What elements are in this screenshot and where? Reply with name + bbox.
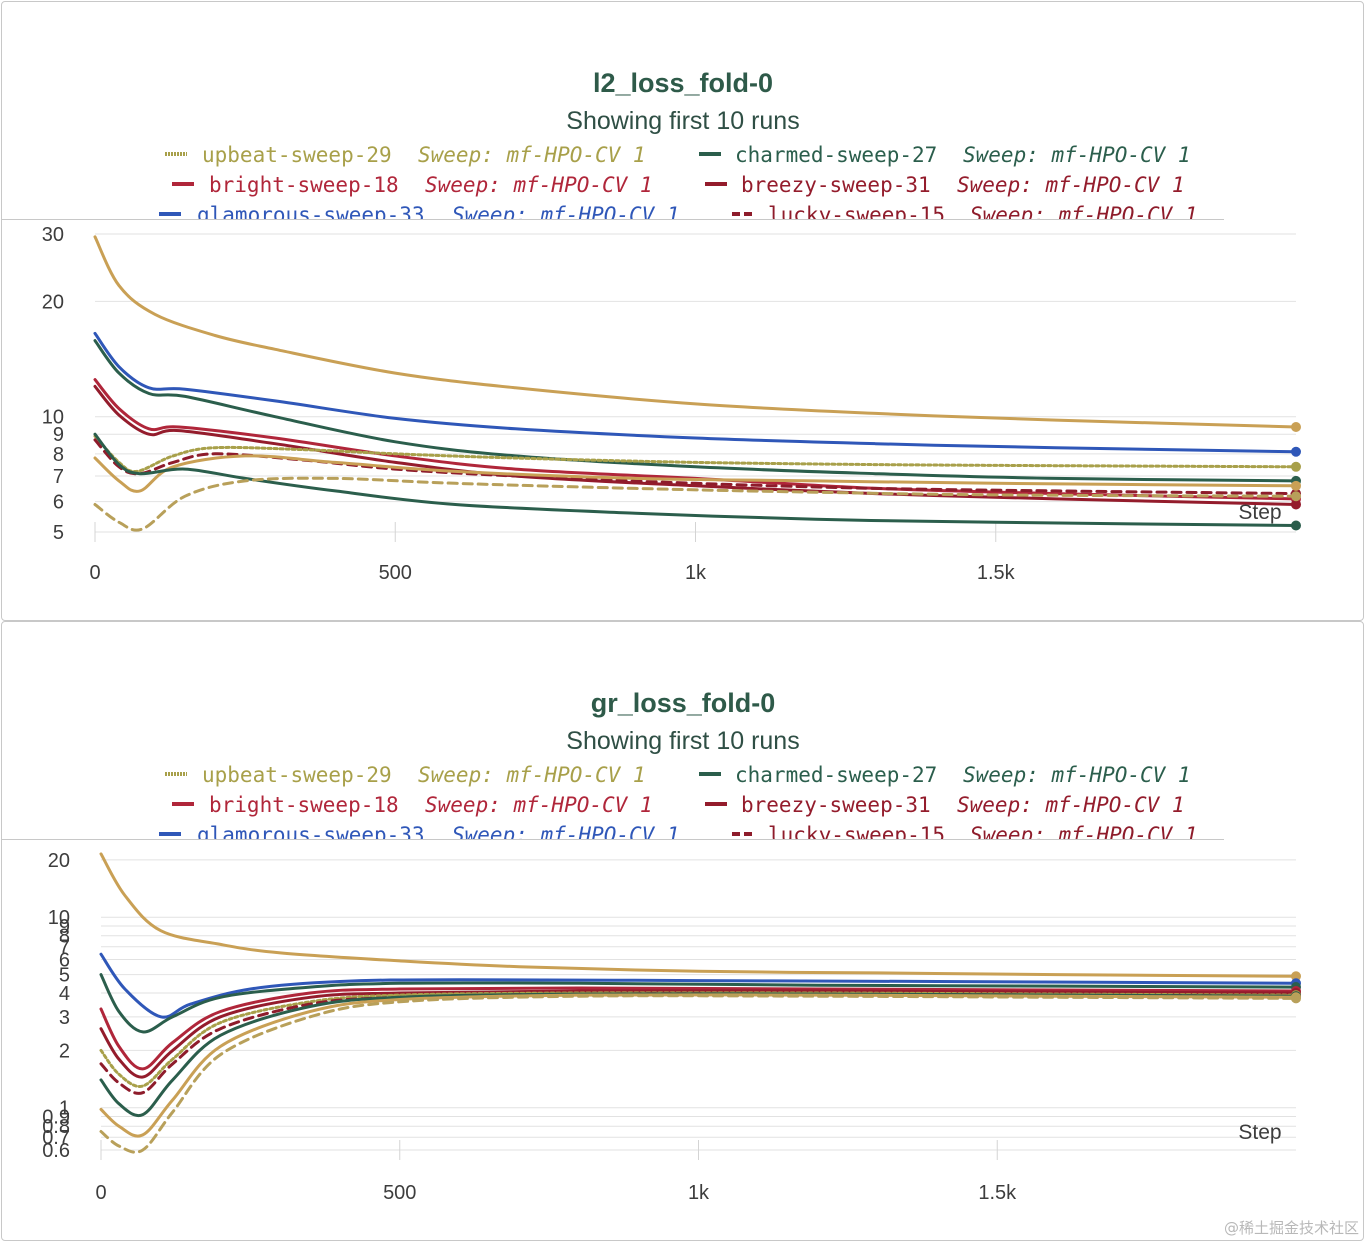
series-line[interactable] — [93, 454, 1298, 493]
y-tick-label: 8 — [53, 444, 64, 466]
y-tick-label: 4 — [59, 983, 70, 1005]
legend-run-name: charmed-sweep-27 — [735, 143, 937, 167]
series-line[interactable] — [99, 991, 1298, 1088]
x-axis-label: Step — [1238, 1121, 1281, 1144]
x-tick-label: 500 — [383, 1182, 416, 1204]
series-line[interactable] — [99, 992, 1298, 1095]
chart-title: gr_loss_fold-0 — [591, 688, 776, 718]
legend-sweep-label: Sweep: mf-HPO-CV 1 — [957, 173, 1185, 197]
legend-item[interactable]: bright-sweep-18 Sweep: mf-HPO-CV 1 — [172, 793, 653, 817]
series-endpoint[interactable] — [1291, 480, 1301, 491]
legend-run-name: breezy-sweep-31 — [741, 173, 931, 197]
x-tick-label: 1k — [685, 562, 707, 584]
legend-sweep-label: Sweep: mf-HPO-CV 1 — [418, 143, 646, 167]
series-line[interactable] — [93, 378, 1298, 501]
x-tick-label: 1.5k — [978, 1182, 1017, 1204]
series-endpoint[interactable] — [1291, 499, 1301, 510]
series-line[interactable] — [99, 986, 1298, 1071]
series-endpoint[interactable] — [1291, 446, 1301, 457]
gr-loss-chart: gr_loss_fold-0 Showing first 10 runs upbea… — [2, 688, 1301, 1204]
y-tick-label: 0.8 — [42, 1116, 70, 1138]
y-tick-label: 6 — [59, 949, 70, 971]
legend-run-name: upbeat-sweep-29 — [202, 143, 392, 167]
y-tick-label: 0.7 — [42, 1127, 70, 1149]
series-line[interactable] — [99, 992, 1298, 1118]
series-line[interactable] — [93, 434, 1298, 474]
series-endpoint[interactable] — [1291, 422, 1301, 433]
y-tick-label: 8 — [59, 926, 70, 948]
y-tick-label: 30 — [42, 224, 64, 246]
legend-sweep-label: Sweep: mf-HPO-CV 1 — [963, 763, 1191, 787]
y-tick-label: 2 — [59, 1040, 70, 1062]
x-axis-label: Step — [1238, 501, 1281, 524]
x-tick-label: 0 — [95, 1182, 106, 1204]
legend-run-name: charmed-sweep-27 — [735, 763, 937, 787]
legend-item[interactable]: breezy-sweep-31 Sweep: mf-HPO-CV 1 — [705, 793, 1185, 817]
series-line[interactable] — [93, 438, 1298, 496]
watermark: @稀土掘金技术社区 — [1223, 1219, 1359, 1237]
series-endpoint[interactable] — [1291, 520, 1301, 531]
legend-item[interactable]: charmed-sweep-27 Sweep: mf-HPO-CV 1 — [699, 143, 1191, 167]
y-tick-label: 9 — [59, 916, 70, 938]
x-tick-label: 500 — [379, 562, 412, 584]
series-endpoint[interactable] — [1291, 971, 1301, 982]
legend-item[interactable]: bright-sweep-18 Sweep: mf-HPO-CV 1 — [172, 173, 653, 197]
y-tick-label: 9 — [53, 424, 64, 446]
series-line[interactable] — [93, 331, 1298, 454]
series-line[interactable] — [93, 476, 1298, 532]
chart-panel-l2-loss: l2_loss_fold-0 Showing first 10 runs upbea… — [1, 1, 1364, 621]
y-tick-label: 5 — [59, 965, 70, 987]
legend-run-name: upbeat-sweep-29 — [202, 763, 392, 787]
x-tick-label: 0 — [89, 562, 100, 584]
series-line[interactable] — [93, 235, 1298, 429]
series-line[interactable] — [99, 973, 1298, 1034]
legend-run-name: breezy-sweep-31 — [741, 793, 931, 817]
y-tick-label: 0.9 — [42, 1106, 70, 1128]
chart-subtitle: Showing first 10 runs — [566, 727, 799, 755]
y-tick-label: 20 — [42, 291, 64, 313]
x-tick-label: 1k — [688, 1182, 710, 1204]
y-tick-label: 10 — [42, 407, 64, 429]
series-line[interactable] — [93, 339, 1298, 483]
chart-panel-gr-loss: gr_loss_fold-0 Showing first 10 runs upbea… — [1, 621, 1364, 1241]
legend: upbeat-sweep-29 Sweep: mf-HPO-CV 1 charmed… — [159, 143, 1198, 227]
legend: upbeat-sweep-29 Sweep: mf-HPO-CV 1 charmed… — [159, 763, 1198, 847]
x-tick-label: 1.5k — [977, 562, 1016, 584]
series-line[interactable] — [99, 952, 1298, 1019]
series-line[interactable] — [99, 993, 1298, 1138]
legend-sweep-label: Sweep: mf-HPO-CV 1 — [418, 763, 646, 787]
l2-loss-chart: l2_loss_fold-0 Showing first 10 runs upbea… — [2, 68, 1301, 584]
y-tick-label: 5 — [53, 522, 64, 544]
legend-clip — [142, 219, 1242, 231]
legend-sweep-label: Sweep: mf-HPO-CV 1 — [957, 793, 1185, 817]
y-tick-label: 7 — [53, 466, 64, 488]
legend-run-name: bright-sweep-18 — [209, 793, 399, 817]
legend-item[interactable]: upbeat-sweep-29 Sweep: mf-HPO-CV 1 — [165, 143, 646, 167]
legend-item[interactable]: breezy-sweep-31 Sweep: mf-HPO-CV 1 — [705, 173, 1185, 197]
series-endpoint[interactable] — [1291, 491, 1301, 502]
legend-sweep-label: Sweep: mf-HPO-CV 1 — [963, 143, 1191, 167]
y-tick-label: 10 — [48, 907, 70, 929]
y-tick-label: 20 — [48, 850, 70, 872]
y-tick-label: 0.6 — [42, 1140, 70, 1162]
legend-item[interactable]: upbeat-sweep-29 Sweep: mf-HPO-CV 1 — [165, 763, 646, 787]
chart-subtitle: Showing first 10 runs — [566, 107, 799, 135]
y-tick-label: 1 — [59, 1098, 70, 1120]
legend-sweep-label: Sweep: mf-HPO-CV 1 — [425, 793, 653, 817]
legend-sweep-label: Sweep: mf-HPO-CV 1 — [425, 173, 653, 197]
chart-title: l2_loss_fold-0 — [593, 68, 773, 98]
series-endpoint[interactable] — [1291, 993, 1301, 1004]
series-endpoint[interactable] — [1291, 461, 1301, 472]
y-tick-label: 3 — [59, 1007, 70, 1029]
legend-run-name: bright-sweep-18 — [209, 173, 399, 197]
y-tick-label: 6 — [53, 492, 64, 514]
y-tick-label: 7 — [59, 937, 70, 959]
legend-item[interactable]: charmed-sweep-27 Sweep: mf-HPO-CV 1 — [699, 763, 1191, 787]
series-line[interactable] — [99, 989, 1298, 1079]
series-line[interactable] — [93, 432, 1298, 527]
series-line[interactable] — [99, 994, 1298, 1154]
series-line[interactable] — [99, 852, 1298, 978]
legend-clip — [142, 839, 1242, 851]
